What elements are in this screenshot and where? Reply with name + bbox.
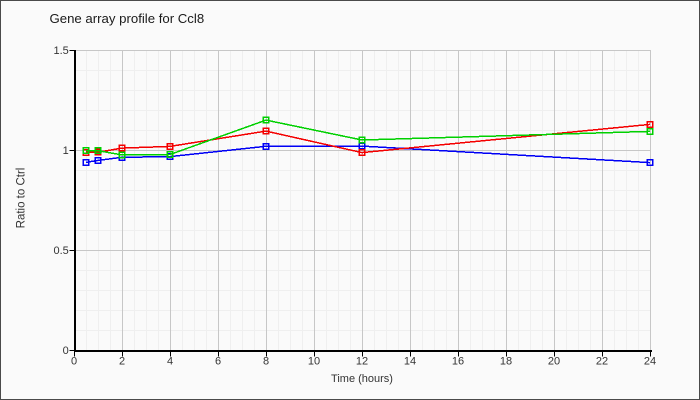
svg-text:Ratio to Ctrl: Ratio to Ctrl (16, 168, 28, 229)
svg-text:Gene array profile for Ccl8: Gene array profile for Ccl8 (50, 11, 205, 26)
svg-text:0: 0 (71, 356, 77, 368)
svg-text:6: 6 (215, 356, 221, 368)
svg-text:10: 10 (308, 356, 320, 368)
svg-text:1.5: 1.5 (54, 45, 69, 57)
svg-text:8: 8 (263, 356, 269, 368)
svg-text:22: 22 (596, 356, 608, 368)
svg-text:20: 20 (548, 356, 560, 368)
svg-text:16: 16 (452, 356, 464, 368)
svg-text:1: 1 (63, 145, 69, 157)
svg-text:0.5: 0.5 (54, 245, 69, 257)
svg-text:14: 14 (404, 356, 416, 368)
svg-text:Time (hours): Time (hours) (331, 373, 393, 385)
svg-text:0: 0 (63, 345, 69, 357)
svg-text:12: 12 (356, 356, 368, 368)
svg-text:2: 2 (119, 356, 125, 368)
svg-text:18: 18 (500, 356, 512, 368)
svg-text:4: 4 (167, 356, 173, 368)
svg-text:24: 24 (644, 356, 656, 368)
